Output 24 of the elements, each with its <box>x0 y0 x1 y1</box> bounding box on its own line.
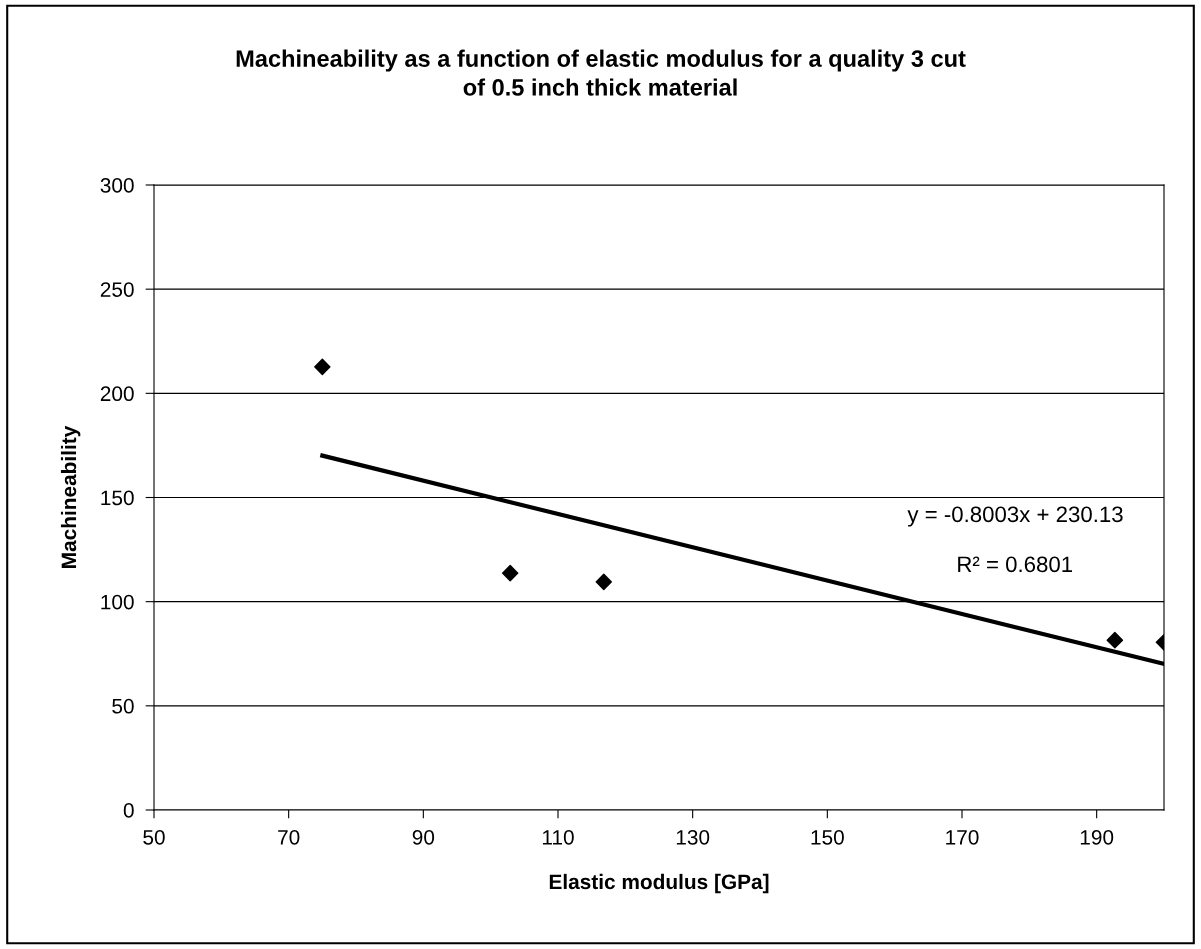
point <box>314 358 331 376</box>
y-tick-label: 50 <box>112 698 134 714</box>
point <box>595 573 613 591</box>
x-axis-title: Elastic modulus [GPa] <box>549 873 769 894</box>
x-tick-label: 190 <box>1080 829 1114 845</box>
annotation: y = -0.8003x + 230.13 <box>907 506 1123 527</box>
y-tick-label: 250 <box>100 282 134 297</box>
x-tick-label: 110 <box>542 829 574 845</box>
x-tick-label: 90 <box>412 829 435 845</box>
y-tick-label: 300 <box>100 178 134 193</box>
y-tick-label: 0 <box>123 803 134 818</box>
x-tick-label: 170 <box>946 829 979 845</box>
x-tick-label: 130 <box>676 829 710 845</box>
chart-title: Machineability as a function of elastic modulus for a quality 3 cut of 0.5 inch thick material <box>236 49 966 96</box>
point <box>1106 631 1124 649</box>
y-tick-label: 200 <box>100 386 134 402</box>
x-tick-label: 50 <box>143 829 165 845</box>
y-tick-label: 150 <box>101 490 134 506</box>
y-tick-label: 100 <box>101 594 134 610</box>
x-tick-label: 70 <box>278 829 300 845</box>
y-axis-title: Machineability <box>60 425 81 568</box>
point <box>501 564 519 582</box>
annotation: R² = 0.6801 <box>958 556 1073 573</box>
x-tick-label: 150 <box>811 829 844 845</box>
